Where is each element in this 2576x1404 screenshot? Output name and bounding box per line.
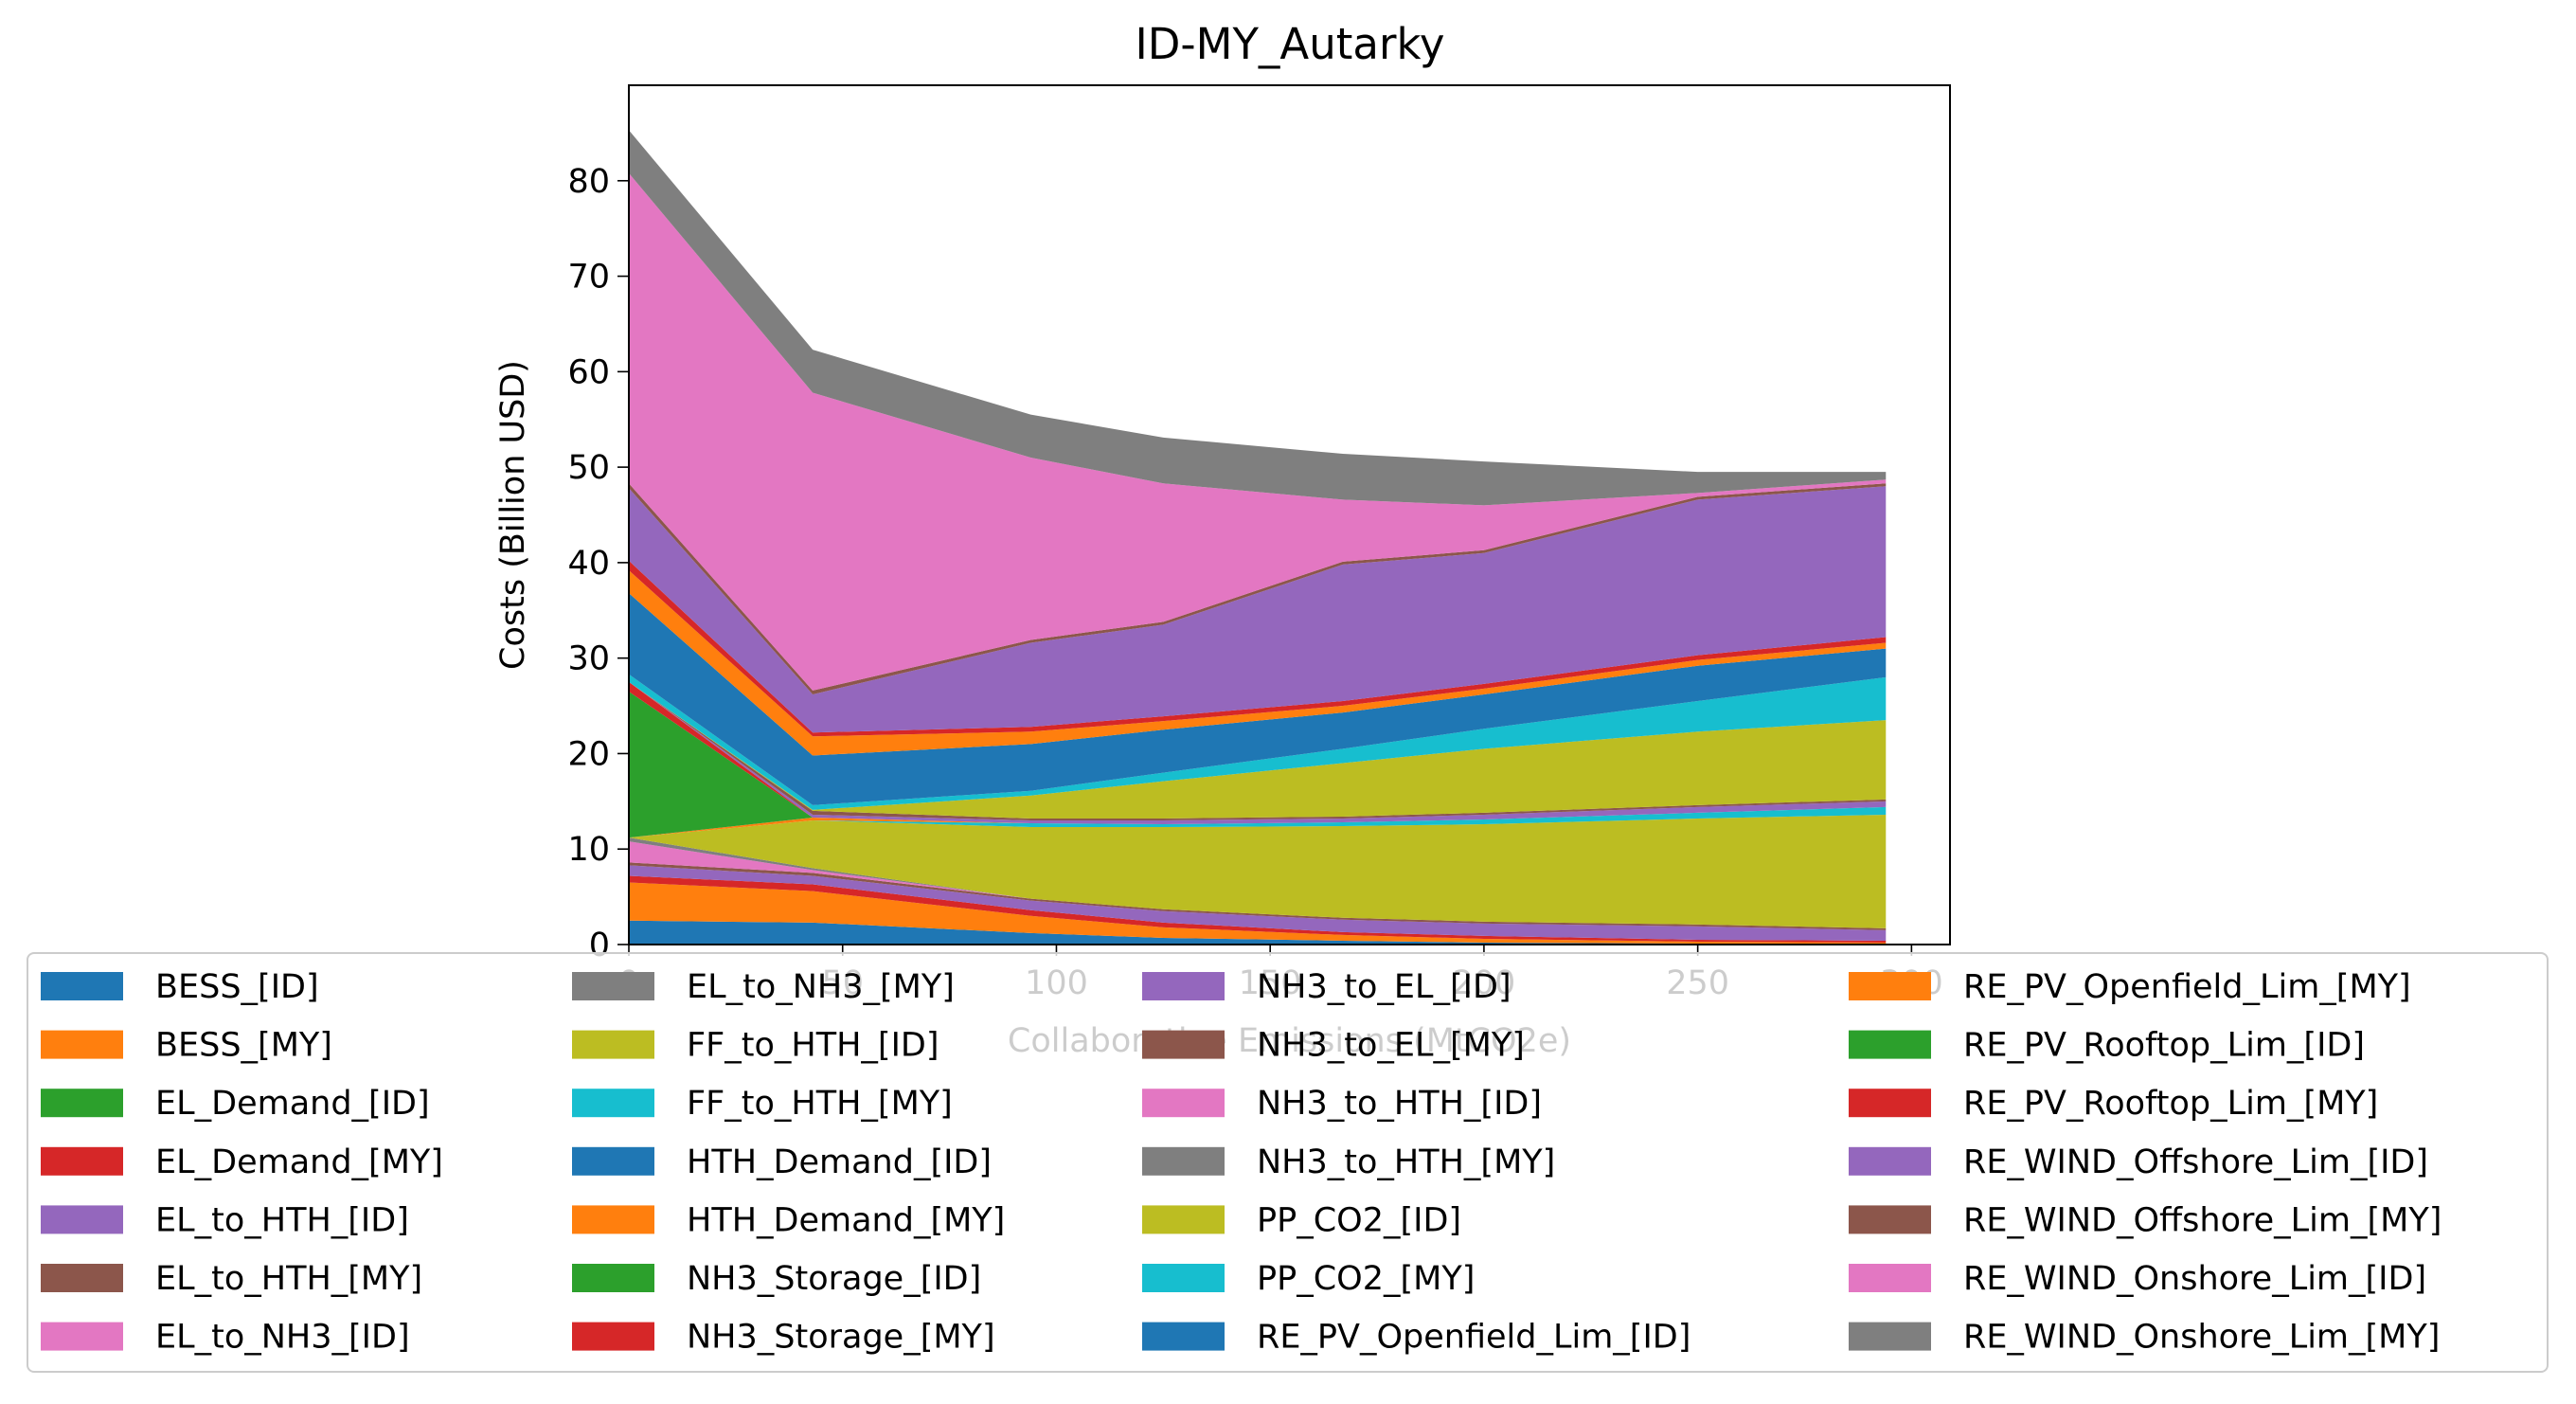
legend-label: FF_to_HTH_[MY]	[687, 1085, 953, 1123]
legend-label: PP_CO2_[ID]	[1257, 1201, 1461, 1239]
legend-label: NH3_to_HTH_[ID]	[1257, 1085, 1542, 1123]
legend: BESS_[ID] BESS_[MY] EL_Demand_[ID] EL_Deman…	[27, 952, 2549, 1373]
legend-label: EL_Demand_[ID]	[155, 1085, 430, 1123]
legend-swatch	[41, 1089, 123, 1118]
legend-swatch	[41, 972, 123, 1000]
area	[629, 130, 1887, 506]
legend-swatch	[572, 1322, 654, 1351]
legend-swatch	[572, 972, 654, 1000]
legend-swatch	[572, 1030, 654, 1059]
legend-swatch	[1142, 1322, 1225, 1351]
y-tick-label: 50	[567, 449, 610, 487]
legend-swatch	[572, 1089, 654, 1118]
area	[629, 814, 1887, 928]
area	[629, 882, 1887, 944]
legend-swatch	[1142, 1205, 1225, 1234]
y-tick-label: 30	[567, 640, 610, 678]
legend-swatch	[572, 1264, 654, 1292]
y-tick-label: 40	[567, 545, 610, 583]
legend-label: NH3_to_HTH_[MY]	[1257, 1143, 1555, 1181]
legend-label: RE_WIND_Onshore_Lim_[ID]	[1963, 1260, 2426, 1298]
legend-label: HTH_Demand_[ID]	[687, 1143, 992, 1181]
legend-swatch	[41, 1146, 123, 1176]
legend-label: EL_Demand_[MY]	[155, 1143, 443, 1181]
legend-swatch	[1142, 1264, 1225, 1292]
area	[629, 593, 1887, 805]
area	[629, 875, 1887, 943]
legend-label: BESS_[ID]	[155, 968, 319, 1006]
y-axis-label: Costs (Billion USD)	[494, 360, 532, 670]
legend-swatch	[1849, 972, 1931, 1000]
legend-label: PP_CO2_[MY]	[1257, 1260, 1475, 1298]
legend-label: NH3_Storage_[ID]	[687, 1260, 981, 1298]
legend-label: BESS_[MY]	[155, 1027, 332, 1065]
y-tick-label: 10	[567, 831, 610, 869]
area	[629, 486, 1887, 733]
legend-label: RE_PV_Rooftop_Lim_[ID]	[1963, 1027, 2365, 1065]
legend-label: NH3_Storage_[MY]	[687, 1319, 995, 1357]
legend-swatch	[1849, 1089, 1931, 1118]
legend-label: FF_to_HTH_[ID]	[687, 1027, 939, 1065]
legend-swatch	[572, 1146, 654, 1176]
area	[629, 681, 1887, 819]
legend-label: RE_WIND_Offshore_Lim_[MY]	[1963, 1201, 2442, 1239]
legend-swatch	[1849, 1322, 1931, 1351]
legend-swatch	[1849, 1205, 1931, 1234]
legend-swatch	[1142, 1146, 1225, 1176]
legend-label: RE_WIND_Offshore_Lim_[ID]	[1963, 1143, 2428, 1181]
legend-label: EL_to_HTH_[MY]	[155, 1260, 422, 1298]
legend-swatch	[1142, 972, 1225, 1000]
legend-label: EL_to_NH3_[MY]	[687, 968, 955, 1006]
legend-label: EL_to_HTH_[ID]	[155, 1201, 409, 1239]
area	[629, 172, 1887, 691]
area	[629, 691, 1887, 838]
legend-swatch	[1849, 1264, 1931, 1292]
legend-swatch	[1849, 1030, 1931, 1059]
legend-label: RE_WIND_Onshore_Lim_[MY]	[1963, 1319, 2440, 1357]
y-tick-label: 60	[567, 353, 610, 391]
y-tick-label: 80	[567, 163, 610, 201]
area	[629, 806, 1887, 838]
legend-label: NH3_to_EL_[ID]	[1257, 968, 1512, 1006]
area	[629, 681, 1887, 825]
area	[629, 920, 1887, 945]
legend-swatch	[1849, 1146, 1931, 1176]
legend-swatch	[572, 1205, 654, 1234]
legend-swatch	[41, 1322, 123, 1351]
area	[629, 569, 1887, 756]
legend-label: RE_PV_Rooftop_Lim_[MY]	[1963, 1085, 2378, 1123]
legend-label: RE_PV_Openfield_Lim_[MY]	[1963, 968, 2411, 1006]
legend-label: RE_PV_Openfield_Lim_[ID]	[1257, 1319, 1690, 1357]
legend-label: HTH_Demand_[MY]	[687, 1201, 1005, 1239]
axes-frame	[628, 84, 1951, 945]
chart-title: ID-MY_Autarky	[1135, 19, 1444, 69]
legend-swatch	[41, 1264, 123, 1292]
y-tick-label: 70	[567, 259, 610, 297]
legend-swatch	[1142, 1089, 1225, 1118]
legend-swatch	[41, 1205, 123, 1234]
legend-swatch	[41, 1030, 123, 1059]
area	[629, 865, 1887, 941]
legend-label: EL_to_NH3_[ID]	[155, 1319, 410, 1357]
legend-label: NH3_to_EL_[MY]	[1257, 1027, 1525, 1065]
y-tick-label: 20	[567, 735, 610, 773]
legend-swatch	[1142, 1030, 1225, 1059]
